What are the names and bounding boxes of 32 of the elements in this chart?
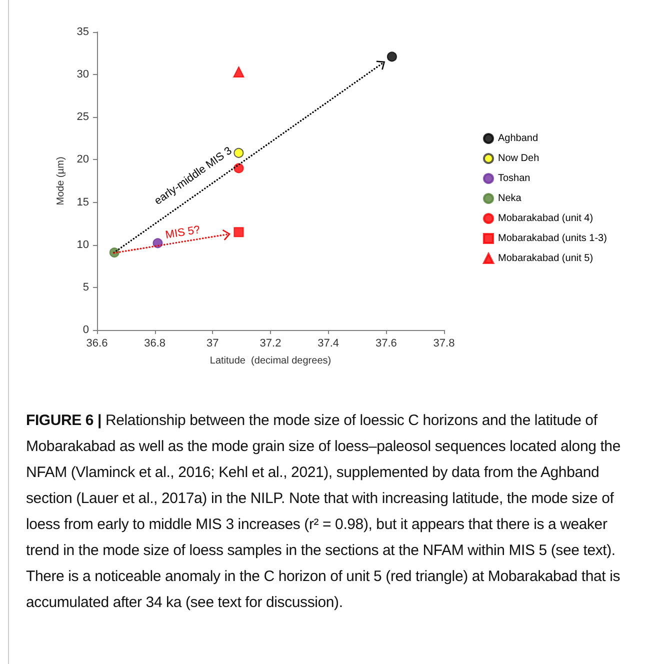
legend-label: Neka xyxy=(498,193,522,204)
text: FIGURE 6 | Relationship between the mode size of loessic C horizons and the latitude of Mobarakabad as well as the mode grain size of loess–paleosol sequences located along the NFAM (Vlaminck et al., 2016; Kehl et al., 2021), supplemented by data from the Aghband section (Lauer et al., 2017a) in the NILP. Note that with increasing latitude, the mode size of loess from early to middle MIS 3 increases (r² = 0.98), but it appears that there is a weaker trend in the mode size of loess samples in the sections at the NFAM within MIS 5 (see text). There is a noticeable anomaly in the C horizon of unit 5 (red triangle) at Mobarakabad that is accumulated after 34 ka (see text for discussion). xyxy=(26,412,620,611)
point xyxy=(386,52,397,62)
x-tick-label: 36.6 xyxy=(86,338,108,350)
x-tick-label: 36.8 xyxy=(144,338,166,350)
x-tick-label: 37.8 xyxy=(433,338,455,350)
annotation: MIS 5? xyxy=(164,224,201,242)
point xyxy=(234,163,244,174)
y-tick-label: 0 xyxy=(82,324,89,336)
legend-label: Now Deh xyxy=(498,153,540,164)
point xyxy=(234,148,244,158)
x-tick-label: 37.6 xyxy=(375,338,397,350)
x-axis-title: Latitude (decimal degrees) xyxy=(210,356,332,366)
x-tick-label: 37 xyxy=(206,338,219,350)
legend-label: Mobarakabad (units 1-3) xyxy=(498,233,607,244)
point xyxy=(234,227,244,238)
legend-label: Aghband xyxy=(498,133,538,144)
y-axis-title: Mode (µm) xyxy=(55,156,66,206)
legend-label: Mobarakabad (unit 5) xyxy=(498,253,594,264)
y-tick-label: 10 xyxy=(76,238,89,251)
legend-label: Mobarakabad (unit 4) xyxy=(498,213,594,224)
y-tick-label: 30 xyxy=(76,68,89,81)
point xyxy=(152,238,163,248)
legend-label: Toshan xyxy=(498,173,530,184)
x-tick-label: 37.4 xyxy=(318,338,340,350)
y-tick-label: 15 xyxy=(76,196,89,208)
y-tick-label: 35 xyxy=(76,26,89,38)
point xyxy=(233,66,244,78)
y-tick-label: 5 xyxy=(82,281,89,294)
y-tick-label: 20 xyxy=(76,154,89,166)
x-tick-label: 37.2 xyxy=(260,338,282,350)
y-tick-label: 25 xyxy=(76,111,89,124)
